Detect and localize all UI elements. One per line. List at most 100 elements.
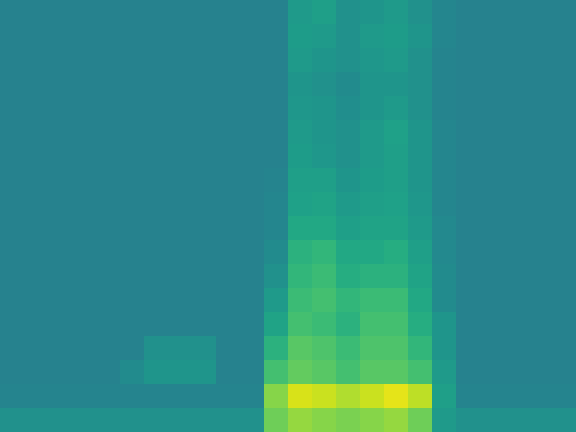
heatmap-cell <box>432 336 457 361</box>
heatmap-cell <box>96 360 121 385</box>
heatmap-cell <box>432 264 457 289</box>
heatmap-cell <box>48 408 73 432</box>
heatmap-cell <box>144 312 169 337</box>
heatmap-cell <box>360 312 385 337</box>
heatmap-cell <box>120 144 145 169</box>
heatmap-cell <box>72 120 97 145</box>
heatmap-cell <box>72 240 97 265</box>
heatmap-cell <box>240 216 265 241</box>
heatmap-cell <box>72 48 97 73</box>
heatmap-cell <box>0 144 25 169</box>
heatmap-cell <box>48 384 73 409</box>
heatmap-cell <box>120 288 145 313</box>
heatmap-cell <box>408 312 433 337</box>
heatmap-cell <box>96 96 121 121</box>
heatmap-cell <box>408 96 433 121</box>
heatmap-cell <box>504 192 529 217</box>
heatmap-cell <box>480 312 505 337</box>
heatmap-cell <box>432 384 457 409</box>
heatmap-cell <box>360 216 385 241</box>
heatmap-cell <box>456 120 481 145</box>
heatmap-cell <box>408 168 433 193</box>
heatmap-cell <box>0 120 25 145</box>
heatmap-cell <box>168 120 193 145</box>
heatmap-cell <box>168 264 193 289</box>
heatmap-cell <box>312 336 337 361</box>
heatmap-cell <box>168 240 193 265</box>
heatmap-cell <box>24 96 49 121</box>
heatmap-cell <box>528 264 553 289</box>
heatmap-cell <box>120 120 145 145</box>
heatmap-cell <box>216 192 241 217</box>
heatmap-cell <box>552 120 576 145</box>
heatmap-cell <box>288 120 313 145</box>
heatmap-cell <box>192 408 217 432</box>
chart <box>0 0 576 432</box>
heatmap-cell <box>96 72 121 97</box>
heatmap-cell <box>360 360 385 385</box>
heatmap-cell <box>528 48 553 73</box>
heatmap-cell <box>432 408 457 432</box>
heatmap-cell <box>288 384 313 409</box>
heatmap-cell <box>552 144 576 169</box>
heatmap-cell <box>240 336 265 361</box>
heatmap-cell <box>456 72 481 97</box>
heatmap-cell <box>360 264 385 289</box>
heatmap-cell <box>192 384 217 409</box>
heatmap-cell <box>0 288 25 313</box>
heatmap-cell <box>120 0 145 25</box>
heatmap-cell <box>96 24 121 49</box>
heatmap-cell <box>48 336 73 361</box>
heatmap-cell <box>144 264 169 289</box>
heatmap-cell <box>360 24 385 49</box>
plot-area <box>0 0 576 432</box>
heatmap-cell <box>240 120 265 145</box>
heatmap-cell <box>48 0 73 25</box>
heatmap-cell <box>24 384 49 409</box>
heatmap-cell <box>240 360 265 385</box>
heatmap-cell <box>96 144 121 169</box>
heatmap-cell <box>552 0 576 25</box>
heatmap-cell <box>336 168 361 193</box>
heatmap-cell <box>240 144 265 169</box>
heatmap-cell <box>432 120 457 145</box>
heatmap-cell <box>480 96 505 121</box>
heatmap-cell <box>120 360 145 385</box>
heatmap-cell <box>504 48 529 73</box>
heatmap-cell <box>288 264 313 289</box>
heatmap-cell <box>456 360 481 385</box>
heatmap-cell <box>408 72 433 97</box>
heatmap-cell <box>24 336 49 361</box>
heatmap-cell <box>24 144 49 169</box>
heatmap-cell <box>312 360 337 385</box>
heatmap-cell <box>24 312 49 337</box>
heatmap-cell <box>336 240 361 265</box>
heatmap-cell <box>240 72 265 97</box>
heatmap-cell <box>480 72 505 97</box>
heatmap-cell <box>48 72 73 97</box>
heatmap-cell <box>0 384 25 409</box>
heatmap-cell <box>216 312 241 337</box>
heatmap-cell <box>336 312 361 337</box>
heatmap-cell <box>336 96 361 121</box>
heatmap-cell <box>552 96 576 121</box>
heatmap-cell <box>240 408 265 432</box>
heatmap-cell <box>216 48 241 73</box>
heatmap-cell <box>408 336 433 361</box>
heatmap-cell <box>264 360 289 385</box>
heatmap-cell <box>528 0 553 25</box>
heatmap-cell <box>504 168 529 193</box>
heatmap-cell <box>264 168 289 193</box>
heatmap-cell <box>216 24 241 49</box>
heatmap-cell <box>264 192 289 217</box>
heatmap-cell <box>480 192 505 217</box>
heatmap-cell <box>264 408 289 432</box>
heatmap-cell <box>288 288 313 313</box>
heatmap-cell <box>456 0 481 25</box>
heatmap-cell <box>72 192 97 217</box>
heatmap-cell <box>312 264 337 289</box>
heatmap-cell <box>528 120 553 145</box>
heatmap-cell <box>384 240 409 265</box>
heatmap-cell <box>264 240 289 265</box>
heatmap-cell <box>528 168 553 193</box>
